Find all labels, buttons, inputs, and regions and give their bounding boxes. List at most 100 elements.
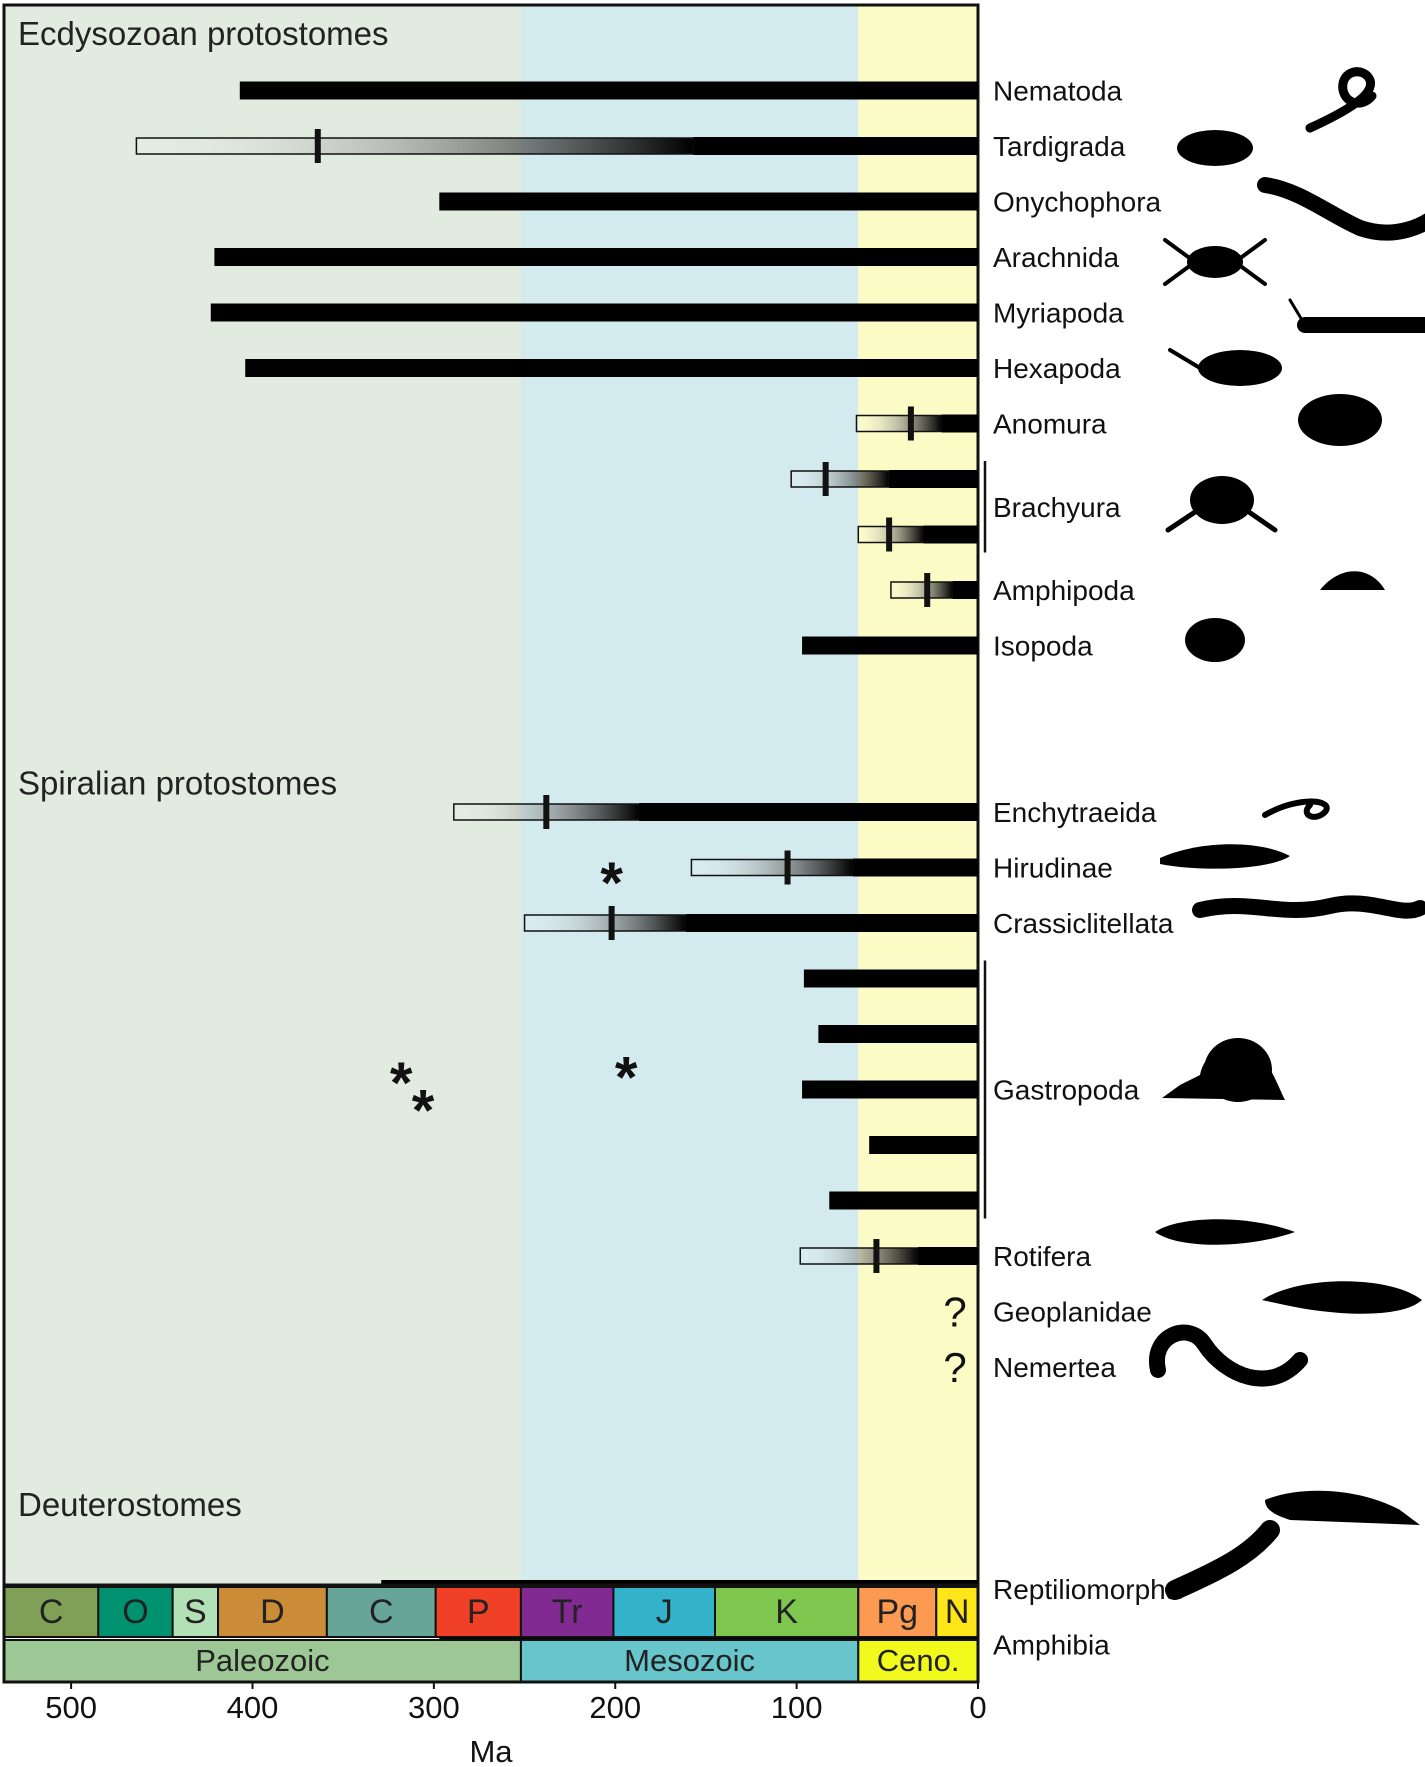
- gradient-bar: [690, 858, 854, 877]
- taxon-label: Tardigrada: [993, 131, 1126, 162]
- x-axis: 500 400 300 200 100 0 Ma: [45, 1682, 987, 1767]
- centipede-antenna: [1288, 298, 1307, 327]
- period-label: S: [184, 1593, 207, 1631]
- solid-bar: [869, 1136, 978, 1154]
- period-label: Tr: [552, 1593, 583, 1631]
- taxon-label: Geoplanidae: [993, 1297, 1152, 1328]
- woodlouse-icon: [1185, 618, 1245, 662]
- gradient-bar: [135, 137, 694, 155]
- asterisk: *: [412, 1079, 435, 1144]
- period-cell: [3, 1586, 100, 1638]
- small-worm-icon: [1262, 798, 1330, 820]
- earthworm-icon: [1192, 895, 1425, 919]
- taxon-label: Myriapoda: [993, 298, 1124, 329]
- taxon-label: Reptiliomorpha: [993, 1574, 1182, 1605]
- tick-label: 100: [771, 1690, 823, 1725]
- period-label: P: [467, 1593, 490, 1631]
- period-cell: [714, 1586, 860, 1638]
- velvet-worm-icon: [1257, 177, 1425, 241]
- era-cell: [519, 1639, 860, 1683]
- taxon-label: Brachyura: [993, 492, 1121, 523]
- rotifer-icon: [1155, 1219, 1295, 1245]
- era-cell: [3, 1639, 522, 1683]
- taxon-label: Isopoda: [993, 631, 1093, 662]
- silhouettes: [1149, 67, 1425, 1600]
- solid-bar: [214, 248, 979, 266]
- solid-bar: [210, 303, 979, 322]
- median-marker: [822, 462, 829, 496]
- salamander-icon: [1165, 1520, 1280, 1600]
- median-marker: [608, 906, 615, 940]
- median-marker: [873, 1239, 880, 1273]
- tick-label: 200: [589, 1690, 641, 1725]
- era-label: Mesozoic: [624, 1643, 755, 1678]
- gradient-bar: [855, 414, 943, 433]
- period-cell: [171, 1586, 220, 1638]
- tick-label: 300: [408, 1690, 460, 1725]
- spider-leg: [1233, 260, 1267, 286]
- period-label: D: [260, 1593, 285, 1631]
- taxon-label: Nemertea: [993, 1352, 1116, 1383]
- amphipod-icon: [1320, 571, 1385, 590]
- taxon-label: Anomura: [993, 409, 1107, 440]
- era-band: [4, 5, 521, 1585]
- reptile-icon: [1265, 1490, 1420, 1525]
- taxon-label: Rotifera: [993, 1241, 1091, 1272]
- timescale-border: [2, 1583, 980, 1684]
- question-mark: ?: [943, 1344, 966, 1391]
- solid-bar: [439, 192, 978, 211]
- question-mark: ?: [943, 1289, 966, 1336]
- taxon-labels: Nematoda Tardigrada Onychophora Arachnida My…: [993, 76, 1182, 1661]
- median-marker: [907, 406, 914, 441]
- solid-bar: [245, 359, 978, 377]
- median-marker: [784, 850, 791, 885]
- asterisk: *: [390, 1051, 413, 1116]
- period-cell: [935, 1586, 980, 1638]
- taxon-label: Amphibia: [993, 1630, 1110, 1661]
- crab-icon: [1190, 476, 1254, 524]
- worm-icon: [1305, 67, 1377, 133]
- section-heading: Ecdysozoan protostomes: [18, 15, 389, 52]
- taxon-label: Hirudinae: [993, 853, 1113, 884]
- spider-leg: [1163, 260, 1197, 286]
- beetle-icon: [1198, 350, 1282, 386]
- anomura-icon: [1298, 394, 1382, 446]
- era-band: [858, 5, 978, 1585]
- period-label: N: [945, 1593, 970, 1631]
- solid-bar: [952, 581, 978, 599]
- solid-bar: [802, 636, 978, 655]
- section-heading: Spiralian protostomes: [18, 764, 337, 801]
- tardigrade-icon: [1177, 130, 1253, 166]
- taxon-label: Nematoda: [993, 76, 1123, 107]
- period-label: Pg: [876, 1593, 918, 1631]
- period-label: K: [775, 1593, 798, 1631]
- tick-label: 400: [227, 1690, 279, 1725]
- geologic-timescale: C O S D C P Tr J K Pg N Paleozoic Mesozoic Ceno.: [2, 1583, 980, 1684]
- median-marker: [314, 129, 321, 163]
- taxon-label: Amphipoda: [993, 575, 1135, 606]
- solid-bar: [889, 470, 978, 488]
- solid-bar: [803, 969, 978, 988]
- era-band: [520, 5, 859, 1585]
- period-cell: [612, 1586, 717, 1638]
- spider-icon: [1187, 246, 1243, 278]
- era-label: Paleozoic: [195, 1643, 329, 1678]
- period-cell: [97, 1586, 174, 1638]
- period-label: C: [39, 1593, 64, 1631]
- solid-bar: [923, 525, 978, 544]
- era-label: Ceno.: [877, 1643, 960, 1678]
- flatworm-icon: [1262, 1281, 1422, 1314]
- solid-bar: [829, 1191, 978, 1210]
- spider-leg: [1233, 238, 1267, 264]
- solid-bar: [685, 914, 978, 932]
- gradient-bar: [890, 581, 954, 599]
- x-axis-label: Ma: [469, 1734, 513, 1767]
- gradient-bar: [799, 1247, 919, 1265]
- section-heading: Deuterostomes: [18, 1486, 242, 1523]
- section-headings: Ecdysozoan protostomes Spiralian protosto…: [18, 15, 389, 1523]
- tick-label: 0: [969, 1690, 986, 1725]
- solid-bar: [802, 1080, 978, 1099]
- solid-bar: [638, 803, 978, 821]
- spider-leg: [1163, 238, 1197, 264]
- annotations: ??*** *: [390, 851, 967, 1391]
